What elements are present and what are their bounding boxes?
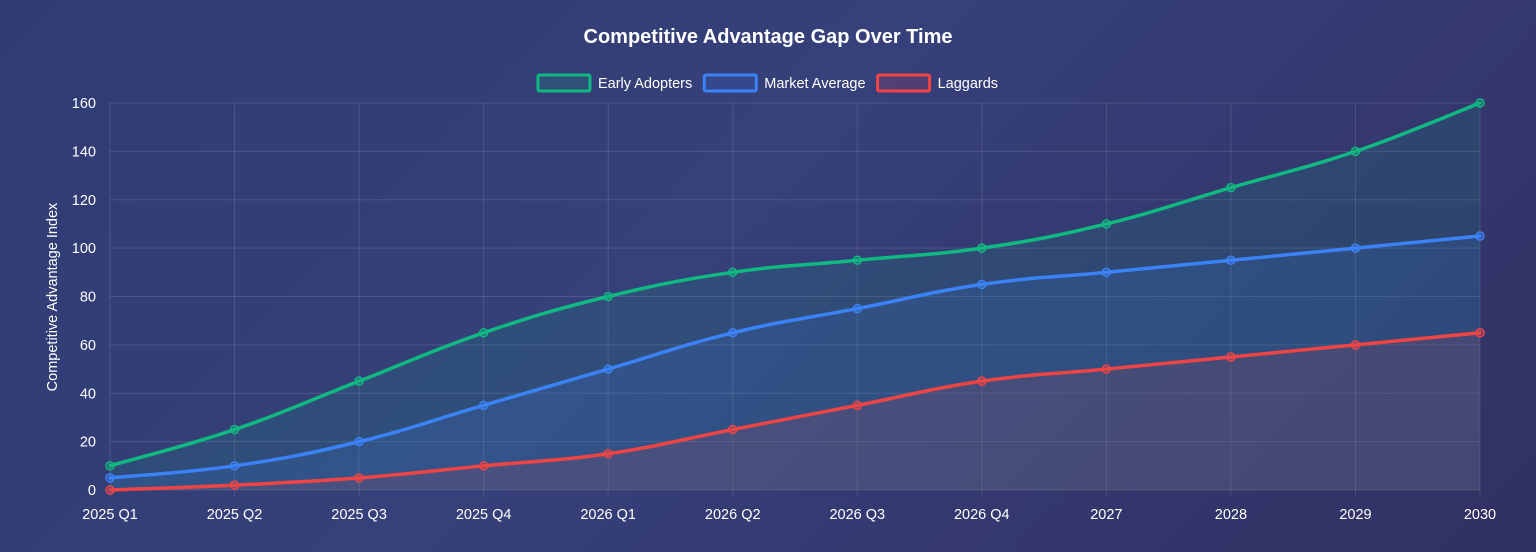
chart-title: Competitive Advantage Gap Over Time [584,26,953,48]
legend-label: Laggards [938,76,998,92]
data-point-early-adopters[interactable] [1475,98,1485,108]
data-point-early-adopters[interactable] [354,376,364,386]
series-area-market-average [110,236,1480,490]
y-tick-label: 80 [80,290,96,306]
legend-swatch [702,73,758,93]
data-point-market-average[interactable] [478,400,489,411]
data-point-laggards[interactable] [603,448,613,459]
data-point-laggards[interactable] [478,461,489,471]
data-point-market-average[interactable] [229,461,240,471]
x-tick-label: 2030 [1464,507,1496,523]
y-tick-label: 120 [72,193,96,209]
series-area-laggards [110,332,1480,490]
data-point-early-adopters[interactable] [1350,146,1361,157]
y-tick-label: 20 [80,435,96,451]
data-point-early-adopters[interactable] [603,291,613,302]
data-point-laggards[interactable] [852,400,863,411]
series-fills [110,103,1480,490]
x-tick-label: 2027 [1090,507,1122,523]
data-point-early-adopters[interactable] [852,255,863,265]
data-point-early-adopters[interactable] [1226,182,1236,193]
y-tick-label: 140 [72,144,96,160]
legend-label: Market Average [764,76,865,92]
x-tick-label: 2025 Q3 [331,507,387,523]
y-axis: 0 20 40 60 80 100 120 140 160 [72,96,96,499]
y-tick-label: 60 [80,338,96,354]
y-axis-label: Competitive Advantage Index [45,202,61,391]
data-point-early-adopters[interactable] [105,461,115,471]
x-tick-label: 2026 Q2 [705,507,761,523]
data-point-early-adopters[interactable] [229,424,240,435]
y-tick-label: 40 [80,386,96,402]
series-line-laggards[interactable] [108,331,1482,492]
x-tick-label: 2026 Q1 [580,507,636,523]
data-point-early-adopters[interactable] [727,267,738,278]
x-tick-label: 2029 [1339,507,1371,523]
legend-item-market-average[interactable]: Market Average [702,73,866,93]
x-axis: 2025 Q1 2025 Q2 2025 Q3 2025 Q4 2026 Q1 2026 … [82,507,1496,523]
series-line-market-average[interactable] [108,234,1482,480]
legend-swatch [876,73,932,93]
data-point-market-average[interactable] [1350,243,1361,253]
data-point-laggards[interactable] [977,376,987,386]
legend-label: Early Adopters [598,76,692,92]
data-point-market-average[interactable] [977,279,987,290]
legend-swatch [536,73,592,93]
data-point-laggards[interactable] [105,485,115,495]
data-point-early-adopters[interactable] [1101,219,1112,229]
data-point-laggards[interactable] [1226,352,1236,362]
series-area-early-adopters [110,103,1480,490]
data-point-laggards[interactable] [1350,340,1361,350]
x-tick-label: 2025 Q4 [456,507,512,523]
legend-item-early-adopters[interactable]: Early Adopters [536,73,692,93]
data-point-market-average[interactable] [852,303,863,314]
data-point-laggards[interactable] [1475,328,1485,338]
data-point-laggards[interactable] [727,424,738,435]
series-points [105,98,1485,495]
data-point-early-adopters[interactable] [977,243,987,253]
x-tick-label: 2028 [1215,507,1247,523]
x-tick-label: 2025 Q1 [82,507,138,523]
data-point-laggards[interactable] [229,480,240,490]
data-point-market-average[interactable] [1475,231,1485,241]
data-point-laggards[interactable] [1101,364,1112,374]
data-point-early-adopters[interactable] [478,328,489,338]
series-line-early-adopters[interactable] [108,101,1482,468]
data-point-market-average[interactable] [354,436,364,447]
grid [109,102,1481,496]
series-lines [108,101,1482,492]
data-point-market-average[interactable] [603,364,613,374]
data-point-laggards[interactable] [354,473,364,483]
data-point-market-average[interactable] [1226,255,1236,265]
y-tick-label: 160 [72,96,96,112]
x-tick-label: 2026 Q3 [829,507,885,523]
data-point-market-average[interactable] [105,473,115,483]
data-point-market-average[interactable] [727,328,738,338]
legend[interactable]: Early Adopters Market Average Laggards [536,73,998,93]
y-tick-label: 100 [72,241,96,257]
legend-item-laggards[interactable]: Laggards [876,73,998,93]
x-tick-label: 2025 Q2 [207,507,263,523]
y-tick-label: 0 [88,483,96,499]
x-tick-label: 2026 Q4 [954,507,1010,523]
data-point-market-average[interactable] [1101,267,1112,278]
